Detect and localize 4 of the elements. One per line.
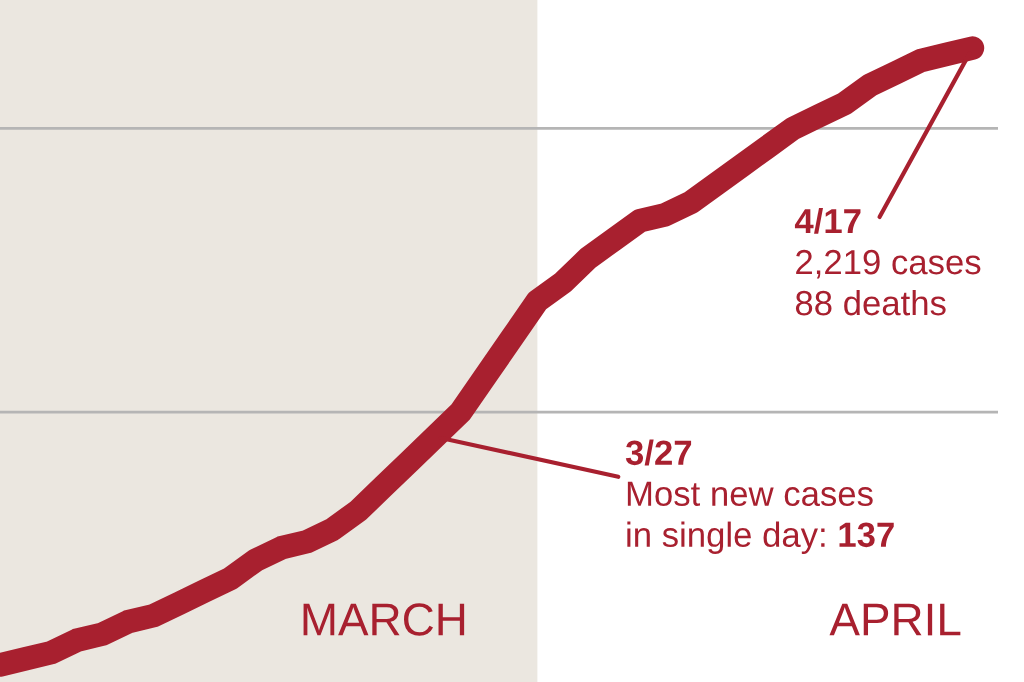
annotation: 3/27 Most new cases in single day: 137 — [625, 439, 894, 554]
annotation: 4/17 2,219 cases 88 deaths — [794, 207, 981, 316]
x-tick-label: APRIL — [829, 603, 961, 636]
x-tick-label: MARCH — [303, 603, 465, 636]
